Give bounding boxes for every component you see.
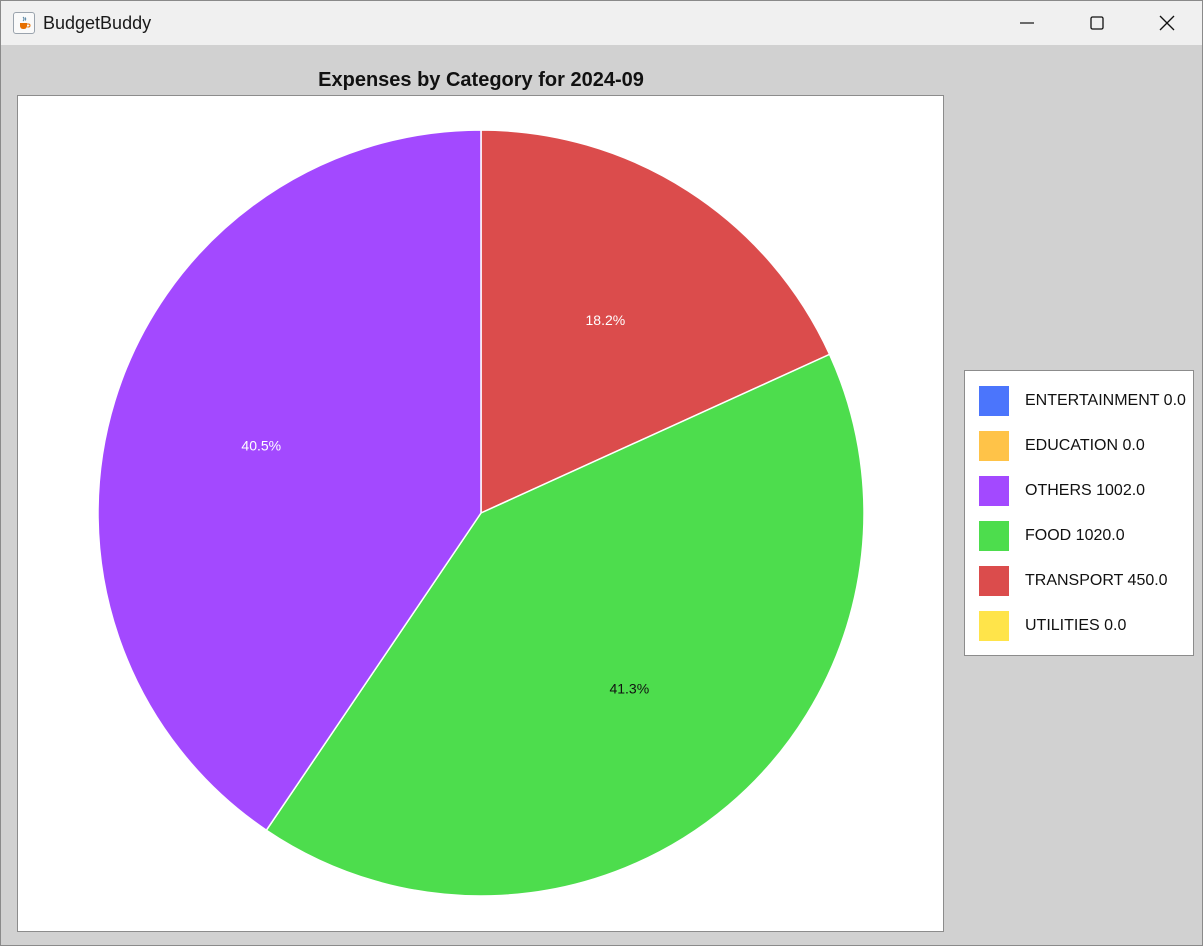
pie-slice-food bbox=[265, 353, 865, 897]
pie-chart: 18.2% 41.3% 40.5% bbox=[97, 129, 865, 897]
legend-item: FOOD 1020.0 bbox=[979, 521, 1125, 551]
legend-label: UTILITIES 0.0 bbox=[1025, 617, 1127, 634]
legend-item: TRANSPORT 450.0 bbox=[979, 566, 1168, 596]
maximize-button[interactable] bbox=[1062, 1, 1132, 45]
java-cup-icon bbox=[13, 12, 35, 34]
legend-item: UTILITIES 0.0 bbox=[979, 611, 1126, 641]
legend-swatch bbox=[979, 386, 1009, 416]
pie-plot-area: 18.2% 41.3% 40.5% bbox=[17, 95, 944, 932]
legend-swatch bbox=[979, 566, 1009, 596]
legend-item: OTHERS 1002.0 bbox=[979, 476, 1145, 506]
chart-legend: ENTERTAINMENT 0.0 EDUCATION 0.0 OTHERS 100… bbox=[964, 370, 1194, 656]
legend-label: TRANSPORT 450.0 bbox=[1025, 572, 1168, 589]
legend-swatch bbox=[979, 431, 1009, 461]
title-bar[interactable]: BudgetBuddy bbox=[1, 1, 1202, 45]
slice-label-others: 40.5% bbox=[241, 438, 281, 454]
legend-label: ENTERTAINMENT 0.0 bbox=[1025, 392, 1186, 409]
pie-slice-transport bbox=[480, 129, 831, 515]
legend-label: EDUCATION 0.0 bbox=[1025, 437, 1145, 454]
legend-item: ENTERTAINMENT 0.0 bbox=[979, 386, 1186, 416]
pie-slice-others bbox=[97, 129, 482, 832]
close-button[interactable] bbox=[1132, 1, 1202, 45]
slice-label-food: 41.3% bbox=[609, 681, 649, 697]
minimize-button[interactable] bbox=[992, 1, 1062, 45]
legend-label: OTHERS 1002.0 bbox=[1025, 482, 1146, 499]
window-title: BudgetBuddy bbox=[43, 13, 152, 33]
minimize-icon bbox=[1020, 22, 1034, 24]
legend-swatch bbox=[979, 611, 1009, 641]
close-icon bbox=[1159, 15, 1175, 31]
legend-item: EDUCATION 0.0 bbox=[979, 431, 1145, 461]
chart-title: Expenses by Category for 2024-09 bbox=[318, 69, 644, 91]
slice-label-transport: 18.2% bbox=[586, 312, 626, 328]
legend-label: FOOD 1020.0 bbox=[1025, 527, 1125, 544]
legend-swatch bbox=[979, 476, 1009, 506]
maximize-icon bbox=[1090, 16, 1104, 30]
legend-swatch bbox=[979, 521, 1009, 551]
